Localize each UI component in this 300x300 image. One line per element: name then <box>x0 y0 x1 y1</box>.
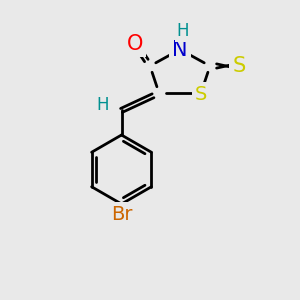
Text: H: H <box>97 96 109 114</box>
Text: N: N <box>172 40 188 59</box>
Text: S: S <box>195 85 207 104</box>
Text: Br: Br <box>111 205 132 224</box>
Text: S: S <box>232 56 246 76</box>
Text: H: H <box>177 22 189 40</box>
Text: O: O <box>127 34 143 53</box>
